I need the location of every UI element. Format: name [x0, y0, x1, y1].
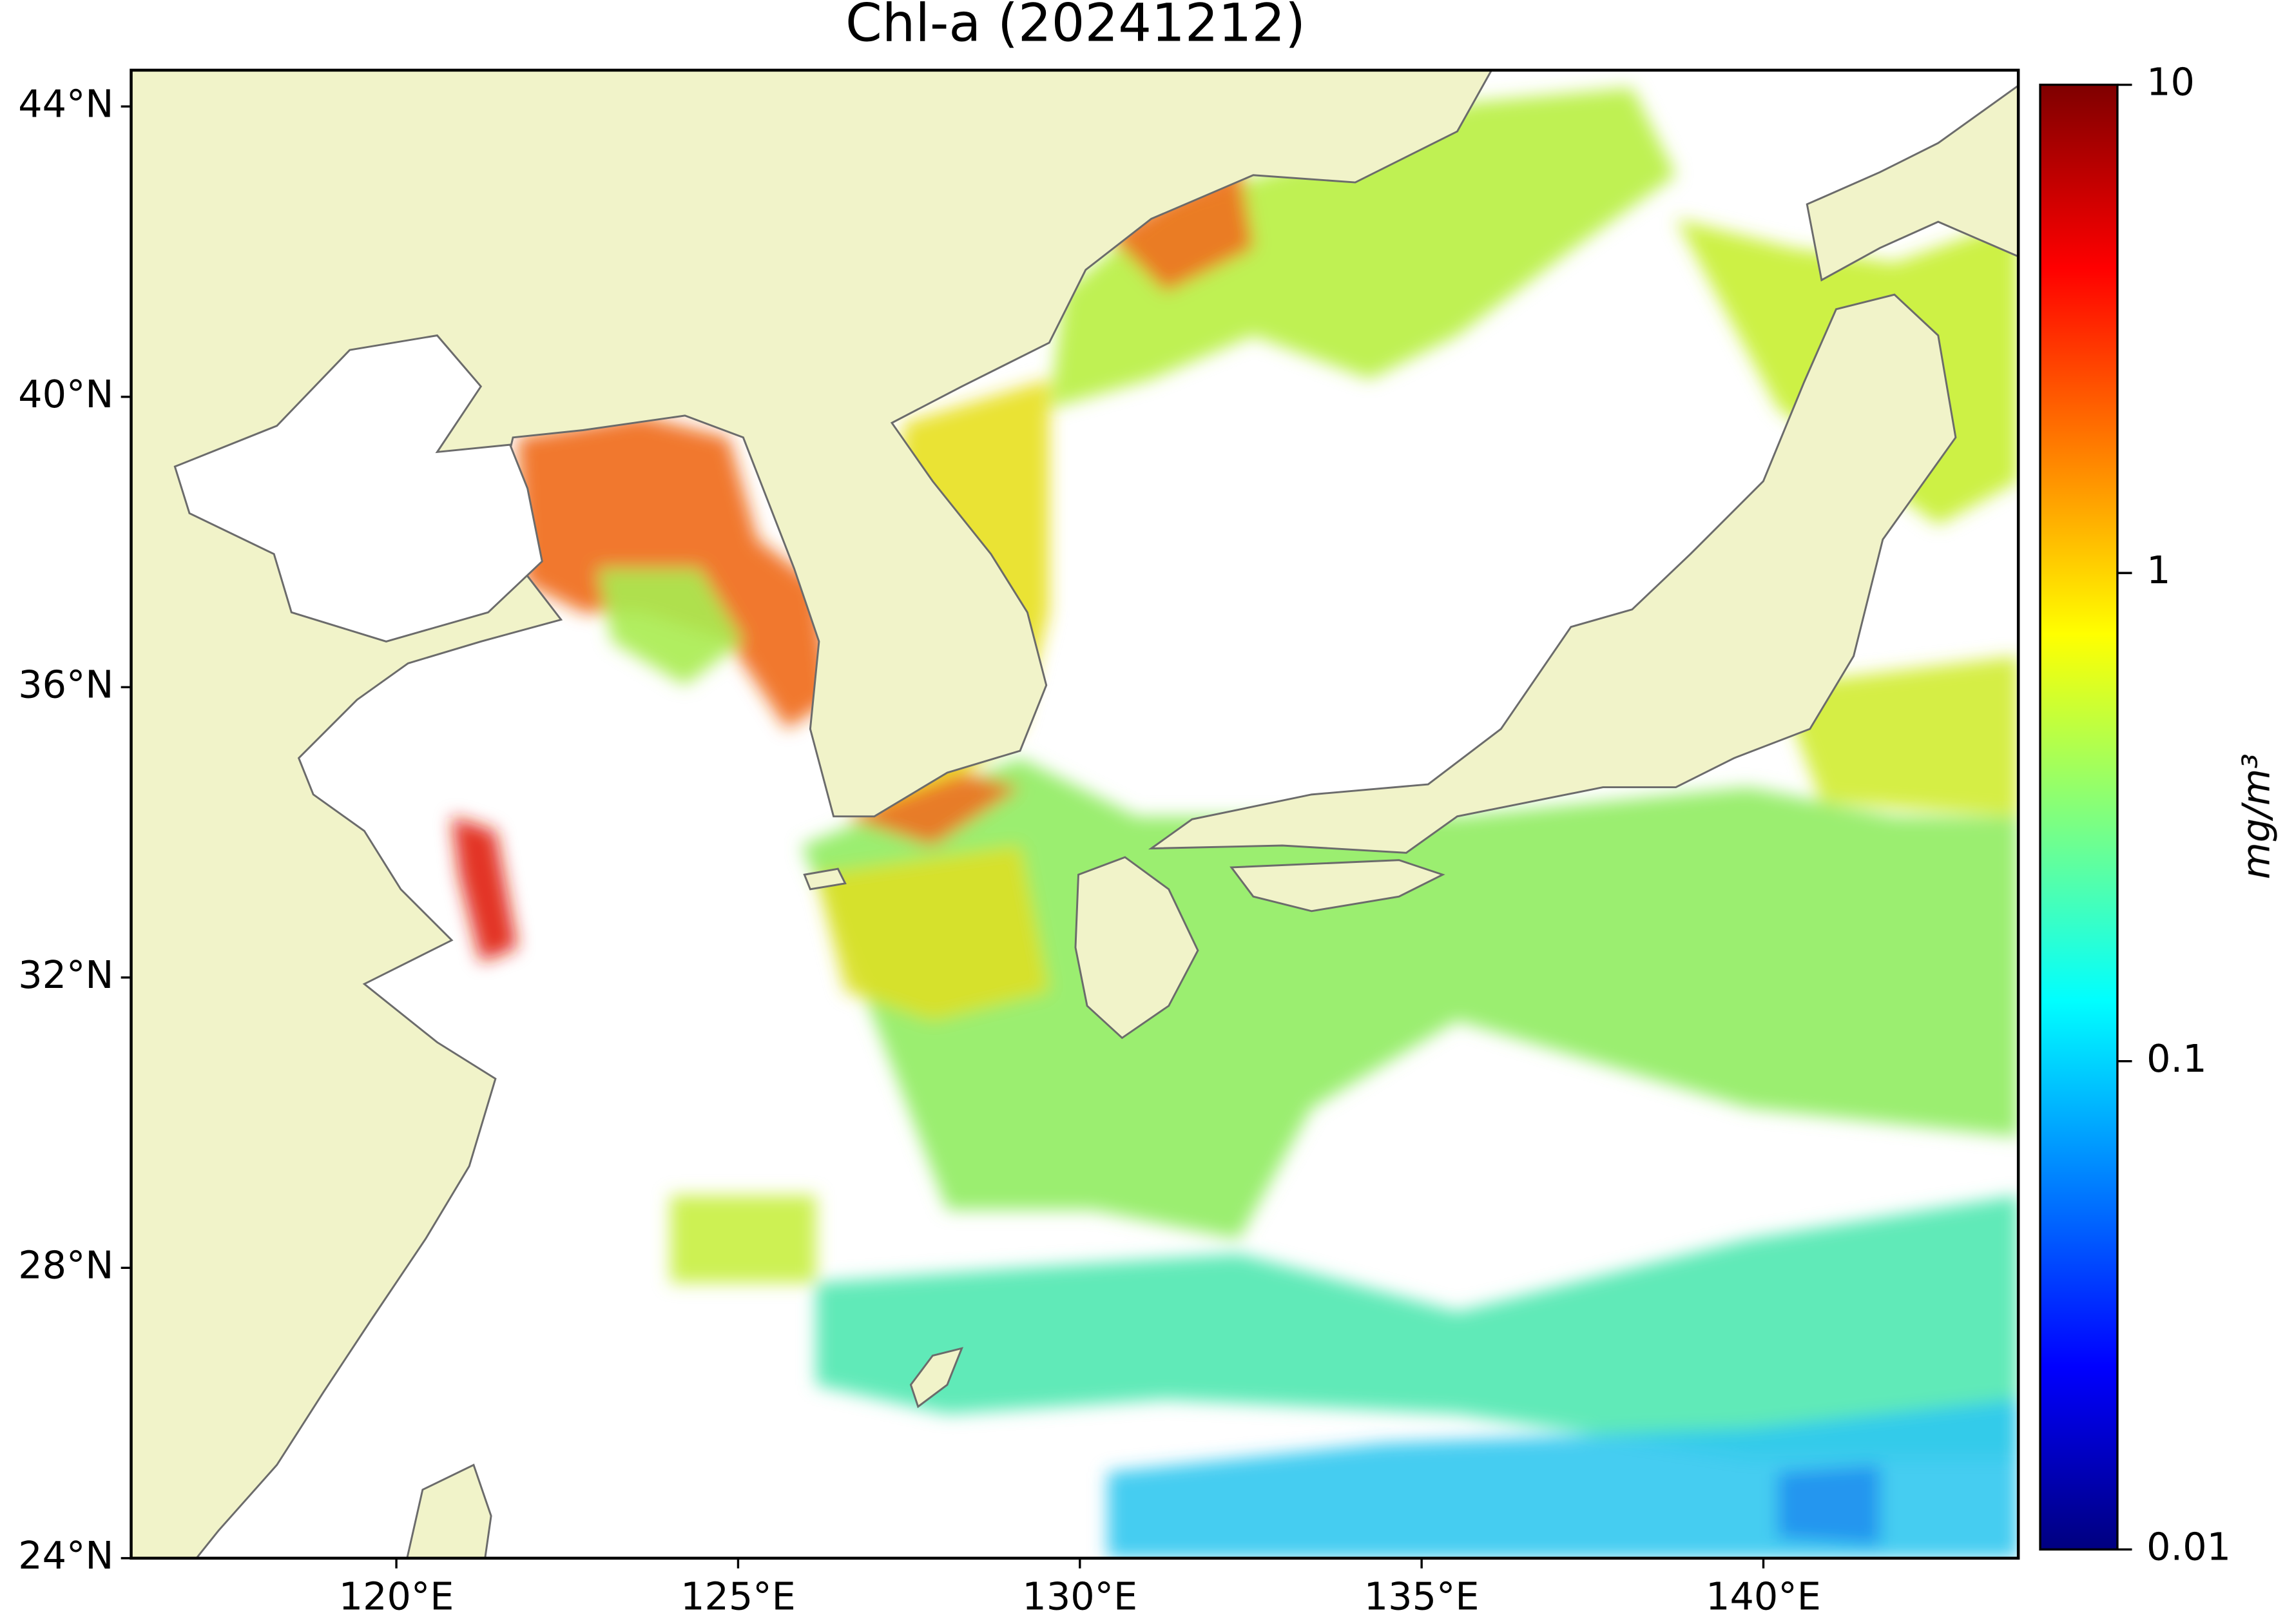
colorbar-tick-label: 1 — [2146, 548, 2170, 592]
land-hokkaido — [1806, 84, 2019, 282]
y-tick-label: 28°N — [18, 1242, 113, 1287]
land-taiwan — [406, 1464, 492, 1558]
x-tick-label: 140°E — [1706, 1574, 1821, 1618]
colorbar — [2039, 83, 2119, 1551]
chl-patch — [597, 568, 744, 686]
chl-patch — [1778, 1465, 1880, 1545]
map-title: Chl-a (20241212) — [845, 0, 1306, 54]
y-tick-label: 32°N — [18, 952, 113, 997]
colorbar-tick-label: 0.01 — [2146, 1524, 2231, 1569]
land-jeju — [803, 867, 847, 891]
y-tick-label: 24°N — [18, 1533, 113, 1578]
colorbar-axis: 0.01 0.1 1 10 — [2117, 60, 2231, 1569]
map-area — [131, 70, 2019, 1558]
x-tick-label: 120°E — [339, 1574, 454, 1618]
bohai-sea — [173, 334, 543, 643]
x-tick-label: 130°E — [1022, 1574, 1137, 1618]
chl-patch — [1049, 88, 1676, 409]
map-axes: 120°E 125°E 130°E 135°E 140°E 24°N 28°N 32°N 36°… — [18, 81, 1821, 1618]
chl-patch — [816, 846, 1050, 1021]
y-tick-label: 36°N — [18, 662, 113, 706]
y-tick-label: 44°N — [18, 81, 113, 126]
chl-patch — [452, 816, 517, 962]
chl-patch — [1778, 656, 2019, 817]
colorbar-label: mg/m³ — [2233, 753, 2278, 879]
land-kyushu — [1074, 856, 1199, 1039]
colorbar-tick-label: 10 — [2146, 60, 2195, 104]
x-tick-label: 135°E — [1364, 1574, 1480, 1618]
y-tick-label: 40°N — [18, 372, 113, 416]
land-honshu — [1148, 293, 1957, 854]
map-frame — [130, 68, 2020, 1560]
land-okinawa — [909, 1347, 964, 1409]
land-shikoku — [1229, 859, 1445, 913]
x-tick-label: 125°E — [680, 1574, 796, 1618]
chl-patch — [1107, 160, 1253, 292]
chl-patch — [845, 772, 1021, 846]
land-mainland — [131, 70, 1493, 1558]
colorbar-tick-label: 0.1 — [2146, 1036, 2206, 1081]
chl-patch — [670, 1195, 816, 1283]
chl-patch — [816, 1195, 2019, 1458]
